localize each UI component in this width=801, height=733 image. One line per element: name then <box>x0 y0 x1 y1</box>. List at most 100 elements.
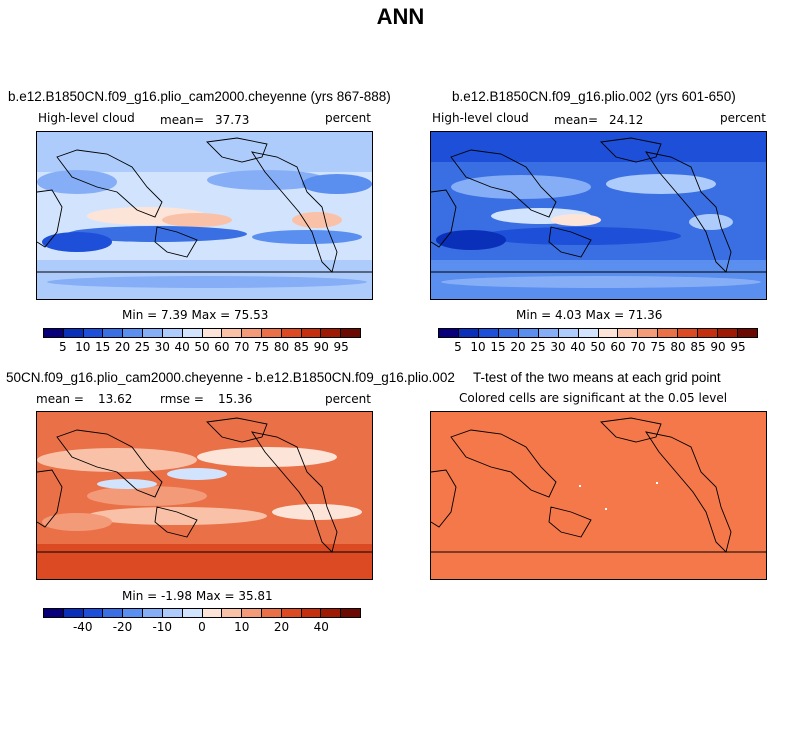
colorbar-cell <box>162 609 183 617</box>
panel1-units: percent <box>325 111 371 125</box>
colorbar-cell <box>162 329 183 337</box>
colorbar-cell <box>242 329 262 337</box>
colorbar-cell <box>301 329 322 337</box>
colorbar-cell <box>63 609 84 617</box>
colorbar-tick-label: 15 <box>94 340 111 354</box>
colorbar-cell <box>718 329 739 337</box>
panel2-units: percent <box>720 111 766 125</box>
panel3-minmax: Min = -1.98 Max = 35.81 <box>122 589 273 603</box>
colorbar-tick-label: 75 <box>253 340 270 354</box>
colorbar-tick-label: -20 <box>112 620 133 634</box>
colorbar-tick-label: 20 <box>510 340 526 354</box>
panel3-rmse-value: 15.36 <box>218 392 253 406</box>
colorbar-tick-label: 40 <box>313 620 329 634</box>
panel2-colorbar <box>438 328 758 338</box>
colorbar-cell <box>63 329 84 337</box>
panel1-variable: High-level cloud <box>38 111 135 125</box>
colorbar-cell <box>538 329 559 337</box>
colorbar-cell <box>83 609 104 617</box>
colorbar-cell <box>638 329 659 337</box>
colorbar-tick-label: 20 <box>114 340 131 354</box>
colorbar-cell <box>698 329 719 337</box>
colorbar-cell <box>222 609 243 617</box>
panel1-colorbar <box>43 328 361 338</box>
colorbar-cell <box>558 329 579 337</box>
colorbar-cell <box>618 329 639 337</box>
panel4-title: T-test of the two means at each grid poi… <box>473 370 721 385</box>
colorbar-cell <box>83 329 104 337</box>
panel3-units: percent <box>325 392 371 406</box>
colorbar-tick-label: 60 <box>610 340 626 354</box>
colorbar-tick-label: 10 <box>470 340 486 354</box>
colorbar-cell <box>261 609 282 617</box>
panel1-map <box>36 131 373 300</box>
colorbar-cell <box>678 329 699 337</box>
colorbar-tick-label: 5 <box>59 340 67 354</box>
colorbar-cell <box>182 329 203 337</box>
colorbar-cell <box>222 329 243 337</box>
panel3-mean-value: 13.62 <box>98 392 133 406</box>
panel4-map <box>430 411 767 580</box>
colorbar-tick-label: 40 <box>570 340 586 354</box>
colorbar-tick-label: 25 <box>530 340 546 354</box>
colorbar-cell <box>478 329 499 337</box>
colorbar-cell <box>281 609 302 617</box>
colorbar-tick-label: 20 <box>273 620 290 634</box>
panel4-subtitle: Colored cells are significant at the 0.0… <box>459 391 728 405</box>
colorbar-cell <box>202 609 223 617</box>
colorbar-cell <box>123 329 144 337</box>
colorbar-tick-label: 40 <box>174 340 190 354</box>
colorbar-tick-label: 80 <box>670 340 686 354</box>
panel3-rmse-label: rmse = <box>160 392 204 406</box>
colorbar-cell <box>103 609 124 617</box>
colorbar-cell <box>341 609 360 617</box>
colorbar-tick-label: 75 <box>650 340 666 354</box>
panel2-mean-label: mean= <box>554 113 599 127</box>
colorbar-cell <box>321 329 342 337</box>
colorbar-tick-label: 70 <box>234 340 250 354</box>
panel4-field <box>431 412 766 579</box>
panel1-field <box>37 132 372 299</box>
panel2-mean-value: 24.12 <box>609 113 644 127</box>
colorbar-tick-label: 30 <box>550 340 566 354</box>
colorbar-tick-label: 85 <box>690 340 706 354</box>
colorbar-cell <box>44 609 64 617</box>
colorbar-cell <box>123 609 144 617</box>
panel1-mean-label: mean= <box>160 113 205 127</box>
colorbar-cell <box>261 329 282 337</box>
colorbar-tick-label: 90 <box>710 340 726 354</box>
colorbar-cell <box>458 329 479 337</box>
panel3-field <box>37 412 372 579</box>
colorbar-tick-label: 15 <box>490 340 506 354</box>
colorbar-tick-label: 85 <box>293 340 310 354</box>
panel2-minmax: Min = 4.03 Max = 71.36 <box>516 308 663 322</box>
colorbar-tick-label: 30 <box>154 340 170 354</box>
panel1-title: b.e12.B1850CN.f09_g16.plio_cam2000.cheye… <box>8 89 391 104</box>
colorbar-tick-label: 60 <box>214 340 230 354</box>
colorbar-tick-label: 10 <box>75 340 91 354</box>
colorbar-cell <box>44 329 64 337</box>
colorbar-cell <box>143 609 163 617</box>
colorbar-tick-label: -40 <box>72 620 93 634</box>
panel2-variable: High-level cloud <box>432 111 529 125</box>
panel3-title: 50CN.f09_g16.plio_cam2000.cheyenne - b.e… <box>6 370 455 385</box>
colorbar-cell <box>498 329 519 337</box>
colorbar-tick-label: 80 <box>273 340 290 354</box>
colorbar-tick-label: 50 <box>194 340 210 354</box>
panel1-mean-value: 37.73 <box>215 113 250 127</box>
panel2-map <box>430 131 767 300</box>
colorbar-cell <box>321 609 342 617</box>
colorbar-tick-label: 70 <box>630 340 646 354</box>
colorbar-cell <box>103 329 124 337</box>
colorbar-cell <box>738 329 757 337</box>
colorbar-cell <box>202 329 223 337</box>
colorbar-cell <box>182 609 203 617</box>
colorbar-cell <box>518 329 539 337</box>
colorbar-cell <box>439 329 459 337</box>
colorbar-tick-label: -10 <box>152 620 173 634</box>
colorbar-cell <box>578 329 599 337</box>
colorbar-cell <box>341 329 360 337</box>
colorbar-tick-label: 50 <box>590 340 606 354</box>
colorbar-tick-label: 90 <box>313 340 329 354</box>
colorbar-tick-label: 95 <box>730 340 746 354</box>
